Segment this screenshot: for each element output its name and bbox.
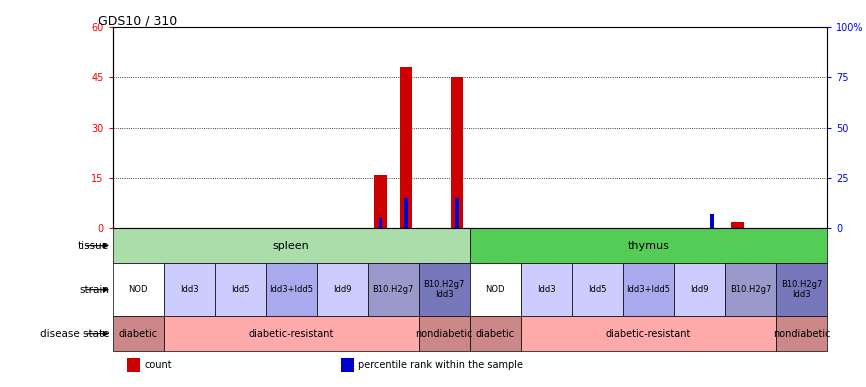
Bar xyxy=(215,263,266,316)
Bar xyxy=(732,222,744,228)
Bar xyxy=(317,263,368,316)
Text: diabetic-resistant: diabetic-resistant xyxy=(605,329,691,339)
Bar xyxy=(710,214,714,228)
Text: diabetic: diabetic xyxy=(119,329,158,339)
Bar xyxy=(469,316,520,351)
Bar xyxy=(725,263,776,316)
Bar xyxy=(674,263,725,316)
Bar xyxy=(368,263,419,316)
Text: Idd3+Idd5: Idd3+Idd5 xyxy=(269,285,313,294)
Bar xyxy=(469,263,520,316)
Bar xyxy=(113,263,164,316)
Text: nondiabetic: nondiabetic xyxy=(416,329,473,339)
Text: B10.H2g7: B10.H2g7 xyxy=(730,285,771,294)
Text: Idd3+Idd5: Idd3+Idd5 xyxy=(626,285,670,294)
Text: thymus: thymus xyxy=(628,241,669,251)
Bar xyxy=(456,198,459,228)
Bar xyxy=(113,228,469,263)
Text: disease state: disease state xyxy=(40,329,109,339)
Bar xyxy=(266,263,317,316)
Text: GDS10 / 310: GDS10 / 310 xyxy=(98,14,178,27)
Bar xyxy=(378,218,383,228)
Text: percentile rank within the sample: percentile rank within the sample xyxy=(359,360,523,370)
Text: diabetic: diabetic xyxy=(475,329,515,339)
Bar xyxy=(341,358,354,372)
Text: Idd9: Idd9 xyxy=(333,285,352,294)
Bar xyxy=(776,316,827,351)
Bar xyxy=(469,228,827,263)
Bar xyxy=(404,198,408,228)
Bar xyxy=(623,263,674,316)
Text: nondiabetic: nondiabetic xyxy=(772,329,830,339)
Text: strain: strain xyxy=(79,285,109,295)
Bar xyxy=(520,316,776,351)
Bar xyxy=(776,263,827,316)
Text: spleen: spleen xyxy=(273,241,309,251)
Text: count: count xyxy=(144,360,171,370)
Text: B10.H2g7: B10.H2g7 xyxy=(372,285,414,294)
Bar xyxy=(113,316,164,351)
Bar xyxy=(520,263,572,316)
Text: Idd3: Idd3 xyxy=(180,285,198,294)
Text: diabetic-resistant: diabetic-resistant xyxy=(249,329,334,339)
Bar xyxy=(164,316,419,351)
Text: Idd9: Idd9 xyxy=(690,285,708,294)
Text: Idd5: Idd5 xyxy=(588,285,607,294)
Bar xyxy=(450,77,463,228)
Text: B10.H2g7
Idd3: B10.H2g7 Idd3 xyxy=(781,280,822,300)
Bar xyxy=(164,263,215,316)
Bar xyxy=(419,316,469,351)
Text: NOD: NOD xyxy=(486,285,505,294)
Bar xyxy=(374,175,387,228)
Bar xyxy=(572,263,623,316)
Text: NOD: NOD xyxy=(128,285,148,294)
Bar xyxy=(126,358,139,372)
Text: B10.H2g7
Idd3: B10.H2g7 Idd3 xyxy=(423,280,465,300)
Bar xyxy=(419,263,469,316)
Text: Idd5: Idd5 xyxy=(231,285,249,294)
Text: Idd3: Idd3 xyxy=(537,285,556,294)
Bar xyxy=(399,67,412,228)
Text: tissue: tissue xyxy=(78,241,109,251)
